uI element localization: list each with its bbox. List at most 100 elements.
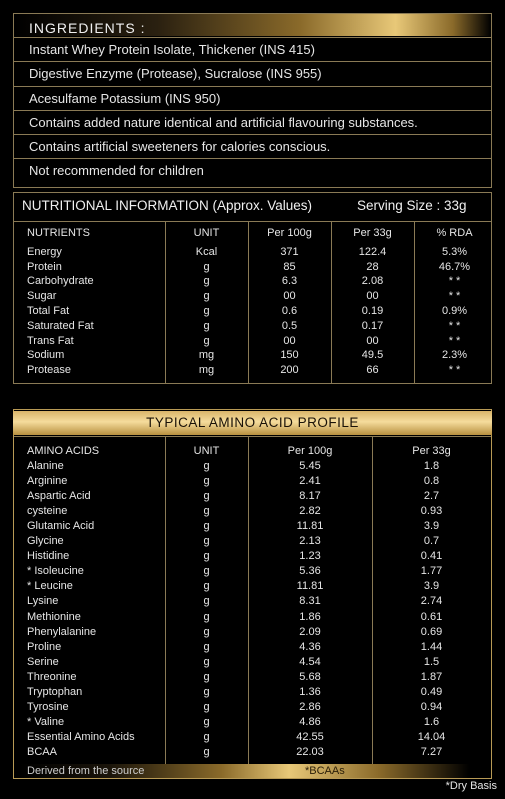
nutrient-per33g: 66 [366, 364, 379, 377]
header-rda: % RDA [436, 227, 473, 239]
amino-header-row: AMINO ACIDS UNIT Per 100g Per 33g [19, 444, 491, 459]
nutrient-name: Protein [27, 260, 62, 273]
amino-per100g: 5.68 [299, 670, 321, 683]
nutrient-name: Trans Fat [27, 334, 74, 347]
amino-unit: g [203, 475, 210, 488]
nutrient-name: Saturated Fat [27, 319, 94, 332]
amino-name: Essential Amino Acids [27, 730, 135, 743]
nutrient-per33g: 0.17 [361, 319, 384, 332]
amino-per100g: 1.86 [299, 610, 321, 623]
table-row: Glutamic Acid g 11.81 3.9 [19, 519, 491, 534]
nutrient-per100g: 00 [283, 334, 296, 347]
table-row: * Valine g 4.86 1.6 [19, 715, 491, 730]
nutrient-unit: g [203, 334, 210, 347]
amino-per33g: 3.9 [423, 580, 440, 593]
table-row: Energy Kcal 371 122.4 5.3% [17, 245, 495, 260]
amino-per100g: 5.36 [299, 565, 321, 578]
amino-name: Aspartic Acid [27, 490, 91, 503]
nutrient-per33g: 49.5 [361, 349, 384, 362]
ingredients-title: INGREDIENTS : [29, 20, 146, 36]
nutrient-unit: mg [198, 349, 215, 362]
nutrient-unit: g [203, 275, 210, 288]
amino-per100g: 4.86 [299, 715, 321, 728]
header-nutrients: NUTRIENTS [27, 227, 90, 239]
nutrient-per100g: 00 [283, 290, 296, 303]
header-per100g: Per 100g [287, 445, 333, 457]
amino-per33g: 1.6 [423, 715, 440, 728]
nutrient-per100g: 6.3 [281, 275, 298, 288]
table-row: Alanine g 5.45 1.8 [19, 459, 491, 474]
amino-per100g: 42.55 [296, 730, 324, 743]
nutrient-rda: 2.3% [441, 349, 468, 362]
amino-per100g: 22.03 [296, 745, 324, 758]
nutrient-per33g: 0.19 [361, 304, 384, 317]
amino-name: Methionine [27, 610, 81, 623]
amino-name: BCAA [27, 745, 57, 758]
nutrient-rda: * * [448, 364, 461, 377]
amino-unit: g [203, 535, 210, 548]
nutrition-box [13, 192, 492, 384]
amino-per33g: 2.74 [420, 595, 443, 608]
nutrition-title: NUTRITIONAL INFORMATION (Approx. Values) [22, 198, 313, 213]
nutrient-rda: 5.3% [441, 245, 468, 258]
amino-per33g: 2.7 [423, 490, 440, 503]
table-row: Lysine g 8.31 2.74 [19, 594, 491, 609]
nutrient-unit: g [203, 319, 210, 332]
amino-per100g: 2.13 [299, 535, 321, 548]
nutrient-name: Sugar [27, 290, 57, 303]
amino-unit: g [203, 685, 210, 698]
amino-per33g: 0.8 [423, 475, 440, 488]
bcaa-note: *BCAAs [305, 765, 345, 777]
amino-per33g: 1.8 [423, 460, 440, 473]
amino-unit: g [203, 505, 210, 518]
table-row: Glycine g 2.13 0.7 [19, 534, 491, 549]
table-row: Sodium mg 150 49.5 2.3% [17, 348, 495, 363]
ingredient-line-5: Contains artificial sweeteners for calor… [29, 139, 331, 154]
serving-size: Serving Size : 33g [357, 198, 467, 213]
header-amino-acids: AMINO ACIDS [27, 445, 100, 457]
amino-per100g: 8.31 [299, 595, 321, 608]
amino-per100g: 8.17 [299, 490, 321, 503]
table-row: Tryptophan g 1.36 0.49 [19, 685, 491, 700]
table-row: Methionine g 1.86 0.61 [19, 610, 491, 625]
ingredient-line-4: Contains added nature identical and arti… [29, 115, 418, 130]
amino-name: Tryptophan [27, 685, 83, 698]
amino-unit: g [203, 670, 210, 683]
amino-table: AMINO ACIDS UNIT Per 100g Per 33g Alanin… [19, 444, 491, 760]
amino-per33g: 0.69 [420, 625, 443, 638]
table-row: Saturated Fat g 0.5 0.17 * * [17, 319, 495, 334]
amino-per33g: 3.9 [423, 520, 440, 533]
nutrient-rda: * * [448, 334, 461, 347]
table-row: Trans Fat g 00 00 * * [17, 334, 495, 349]
header-per33g: Per 33g [353, 227, 392, 239]
amino-name: Phenylalanine [27, 625, 97, 638]
amino-per100g: 2.41 [299, 475, 321, 488]
amino-name: Alanine [27, 460, 64, 473]
amino-per100g: 2.86 [299, 700, 321, 713]
amino-per33g: 1.87 [420, 670, 443, 683]
ingredients-box [13, 13, 492, 188]
amino-unit: g [203, 490, 210, 503]
nutrient-per100g: 150 [280, 349, 299, 362]
table-row: Serine g 4.54 1.5 [19, 655, 491, 670]
derived-from-source: Derived from the source [27, 765, 145, 777]
amino-title: TYPICAL AMINO ACID PROFILE [13, 411, 492, 435]
header-unit: UNIT [193, 445, 220, 457]
amino-name: cysteine [27, 505, 68, 518]
amino-per33g: 0.7 [423, 535, 440, 548]
table-row: Phenylalanine g 2.09 0.69 [19, 625, 491, 640]
dry-basis-footnote: *Dry Basis [445, 780, 497, 792]
header-unit: UNIT [193, 227, 220, 239]
amino-unit: g [203, 580, 210, 593]
amino-name: Lysine [27, 595, 59, 608]
nutrient-name: Carbohydrate [27, 275, 94, 288]
nutrient-name: Energy [27, 245, 62, 258]
amino-name: Proline [27, 640, 62, 653]
nutrient-unit: Kcal [195, 245, 218, 258]
ingredient-line-1: Instant Whey Protein Isolate, Thickener … [29, 42, 315, 57]
amino-per33g: 14.04 [417, 730, 446, 743]
table-row: BCAA g 22.03 7.27 [19, 745, 491, 760]
amino-unit: g [203, 640, 210, 653]
nutrient-per100g: 371 [280, 245, 299, 258]
nutrient-name: Sodium [27, 349, 65, 362]
